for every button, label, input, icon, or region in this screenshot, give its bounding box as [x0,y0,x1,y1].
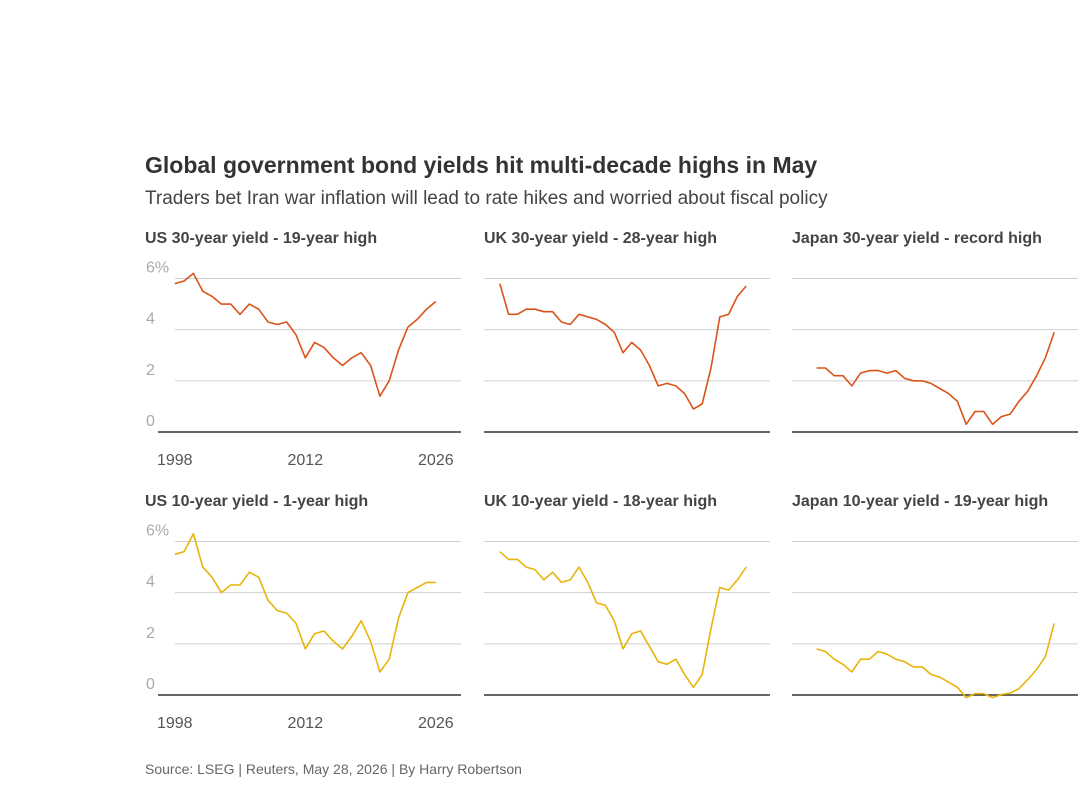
chart-subtitle: Traders bet Iran war inflation will lead… [145,188,828,209]
source-note: Source: LSEG | Reuters, May 28, 2026 | B… [145,761,522,777]
line-series [816,331,1055,426]
y-tick-label: 2 [146,625,155,642]
y-tick-label: 4 [146,574,155,591]
x-tick-label: 1998 [157,715,193,732]
x-tick-label: 2012 [288,452,324,469]
y-tick-label: 0 [146,413,155,430]
line-series [174,272,437,397]
x-tick-label: 1998 [157,452,193,469]
y-tick-label: 0 [146,676,155,693]
panel-title: Japan 30-year yield - record high [792,230,1042,247]
y-tick-label: 6% [146,522,169,539]
line-series [499,283,747,410]
y-tick-label: 6% [146,259,169,276]
panel-title: UK 10-year yield - 18-year high [484,493,717,510]
panel-title: US 30-year yield - 19-year high [145,230,377,247]
line-series [816,623,1055,699]
line-series [174,533,436,673]
panel-title: UK 30-year yield - 28-year high [484,230,717,247]
y-tick-label: 4 [146,311,155,328]
panel-title: US 10-year yield - 1-year high [145,493,368,510]
panel-title: Japan 10-year yield - 19-year high [792,493,1048,510]
y-tick-label: 2 [146,362,155,379]
chart-title: Global government bond yields hit multi-… [145,152,817,178]
x-tick-label: 2026 [418,452,454,469]
x-tick-label: 2012 [288,715,324,732]
x-tick-label: 2026 [418,715,454,732]
line-series [499,551,747,689]
